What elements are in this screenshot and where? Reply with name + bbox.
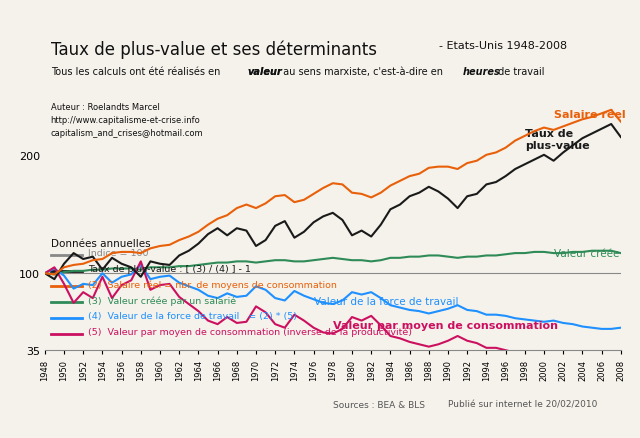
Text: Salaire réel: Salaire réel: [554, 110, 625, 120]
Text: Taux de
plus-value: Taux de plus-value: [525, 129, 589, 151]
Text: Publié sur internet le 20/02/2010: Publié sur internet le 20/02/2010: [448, 400, 597, 409]
Text: (5)  Valeur par moyen de consommation (inverse de la productivité): (5) Valeur par moyen de consommation (in…: [88, 327, 412, 336]
Text: Tous les calculs ont été réalisés en: Tous les calculs ont été réalisés en: [51, 67, 223, 77]
Text: - Etats-Unis 1948-2008: - Etats-Unis 1948-2008: [440, 40, 568, 50]
Text: valeur: valeur: [248, 67, 282, 77]
Text: (3)  Valeur créée par un salarié: (3) Valeur créée par un salarié: [88, 296, 236, 305]
Text: de travail: de travail: [495, 67, 545, 77]
Text: (4)  Valeur de la force de travail   = (2) * (5): (4) Valeur de la force de travail = (2) …: [88, 311, 297, 321]
Text: valeur: valeur: [248, 67, 282, 77]
Text: Valeur de la force de travail: Valeur de la force de travail: [314, 297, 458, 307]
Text: heures: heures: [463, 67, 500, 77]
Text: Données annuelles: Données annuelles: [51, 239, 150, 249]
Text: Auteur : Roelandts Marcel
http://www.capitalisme-et-crise.info
capitalism_and_cr: Auteur : Roelandts Marcel http://www.cap…: [51, 102, 203, 138]
Text: Sources : BEA & BLS: Sources : BEA & BLS: [333, 400, 425, 409]
Text: Valeur par moyen de consommation: Valeur par moyen de consommation: [333, 320, 558, 330]
Text: Taux de plus-value et ses déterminants: Taux de plus-value et ses déterminants: [51, 40, 376, 59]
Text: au sens marxiste, c'est-à-dire en: au sens marxiste, c'est-à-dire en: [280, 67, 446, 77]
Text: Indice = 100: Indice = 100: [88, 249, 148, 258]
Text: (2)  Salaire réel = nbr. de moyens de consommation: (2) Salaire réel = nbr. de moyens de con…: [88, 280, 337, 290]
Text: Valeur créée: Valeur créée: [554, 248, 619, 258]
Text: Taux de plus-value : [ (3) / (4) ] - 1: Taux de plus-value : [ (3) / (4) ] - 1: [88, 265, 251, 273]
